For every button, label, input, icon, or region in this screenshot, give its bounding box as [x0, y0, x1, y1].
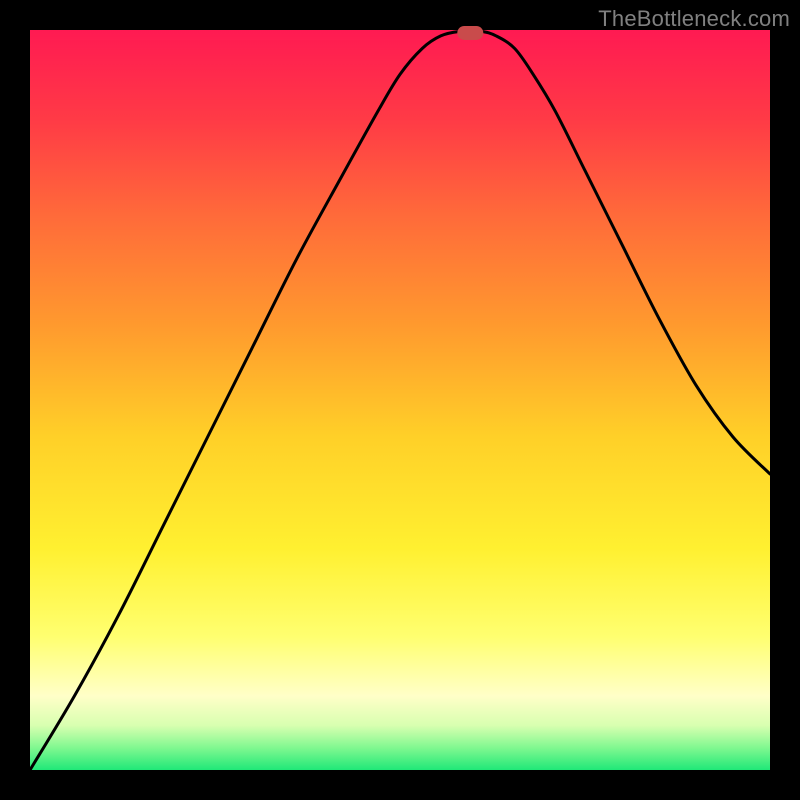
watermark-text: TheBottleneck.com	[598, 6, 790, 32]
bottleneck-chart	[0, 0, 800, 800]
chart-container: TheBottleneck.com	[0, 0, 800, 800]
optimal-point-marker	[457, 26, 483, 40]
plot-gradient	[30, 30, 770, 770]
